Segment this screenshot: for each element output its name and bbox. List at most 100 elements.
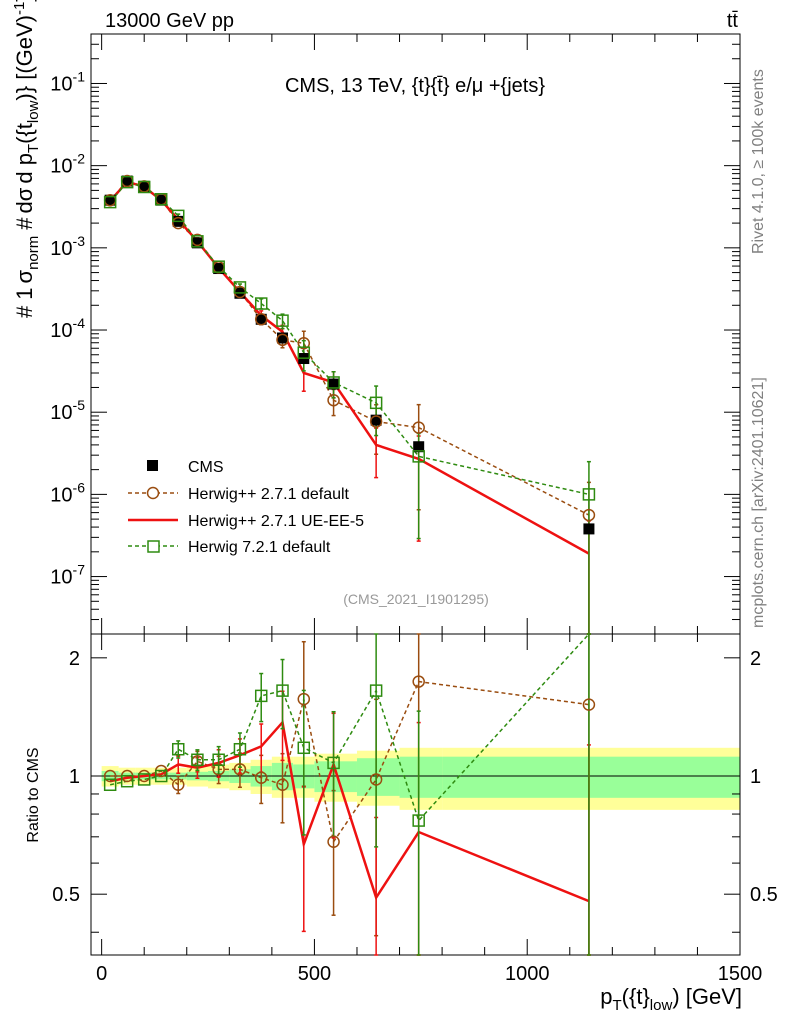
legend-label-herwig7: Herwig 7.2.1 default — [188, 539, 331, 556]
cms-point — [104, 194, 116, 206]
herwigpp-default-point — [369, 415, 383, 428]
ratio-plot: 0 500 1000 1500 0.5 0.5 1 1 2 2 — [52, 633, 778, 985]
y-tick-label: 10-3 — [50, 233, 85, 260]
herwig7-ratio-point — [212, 753, 225, 767]
y-tick-label: 10-1 — [50, 68, 85, 95]
herwig7-point — [191, 235, 204, 248]
cms-point — [191, 237, 203, 249]
herwigpp-default-ratio-point — [582, 698, 596, 711]
legend: CMS Herwig++ 2.7.1 default Herwig++ 2.7.… — [128, 459, 364, 556]
cms-point — [138, 180, 150, 192]
herwig7-point — [369, 396, 383, 410]
herwigpp-default-ratio-point — [254, 771, 268, 784]
ratio-tick-label: 1 — [69, 766, 80, 788]
herwigpp-default-ratio-point — [327, 835, 340, 849]
herwigpp-default-point — [412, 421, 425, 434]
herwigpp-default-point — [276, 333, 289, 347]
legend-marker-cms — [147, 460, 158, 471]
x-tick-label: 500 — [298, 963, 331, 985]
y-tick-label: 10-4 — [50, 315, 85, 342]
herwigpp-default-ratio-point — [297, 692, 311, 706]
herwig7-point — [297, 346, 311, 359]
cms-point — [413, 441, 425, 453]
series-line-main-2 — [109, 181, 590, 496]
y-axis-title: #1σnorm#dσd pT({tlow)} [(GeV)-1] — [11, 0, 42, 318]
herwig7-point — [412, 450, 425, 463]
herwig7-ratio-point — [276, 684, 289, 697]
ratio-band-stat — [314, 761, 357, 793]
watermark: (CMS_2021_I1901295) — [343, 591, 489, 607]
herwigpp-default-ratio-point — [276, 778, 289, 792]
herwig7-point — [154, 193, 168, 206]
cms-point — [277, 332, 289, 344]
ratio-tick-label: 2 — [69, 648, 80, 670]
rivet-label: Rivet 4.1.0, ≥ 100k events — [750, 69, 767, 254]
x-tick-label: 1000 — [505, 963, 550, 985]
ratio-tick-label-right: 2 — [750, 648, 761, 670]
herwig7-point — [171, 209, 185, 223]
herwigpp-default-ratio-point — [171, 778, 185, 792]
herwigpp-default-point — [582, 508, 596, 522]
cms-point — [155, 194, 167, 206]
herwigpp-default-ratio-point — [412, 675, 425, 688]
header-left: 13000 GeV pp — [105, 10, 234, 32]
ratio-axis-title: Ratio to CMS — [25, 747, 42, 842]
herwig7-ratio-point — [327, 756, 340, 770]
herwig7-point — [212, 260, 225, 273]
herwig7-point — [327, 376, 340, 389]
herwigpp-default-ratio-point — [103, 769, 117, 783]
y-tick-label: 10-7 — [50, 562, 85, 589]
cms-point — [370, 414, 382, 426]
herwigpp-default-ratio-point — [369, 773, 383, 786]
ratio-band-stat — [442, 756, 740, 798]
x-axis-title: pT({t}low) [GeV] — [600, 984, 742, 1014]
herwig7-ratio-point — [171, 742, 185, 756]
herwigpp-default-point — [297, 337, 311, 350]
cms-point — [328, 378, 340, 390]
main-plot: 10-7 10-6 10-5 10-4 10-3 10-2 10-1 — [50, 33, 741, 955]
herwig7-ratio-point — [120, 774, 134, 788]
herwigpp-default-ratio-point — [137, 769, 151, 783]
legend-marker-herwig7 — [147, 540, 160, 553]
herwig7-point — [276, 314, 289, 327]
ratio-band-stat — [399, 756, 443, 798]
herwig7-ratio-point — [233, 742, 247, 756]
herwig7-ratio-point — [137, 773, 151, 786]
herwig7-point — [254, 297, 268, 310]
legend-label-cms: CMS — [188, 459, 224, 476]
herwigpp-default-ratio-point — [233, 763, 247, 776]
herwig7-ratio-point — [103, 778, 117, 792]
legend-marker-herwigpp-default — [146, 486, 160, 500]
series-line-main-1 — [109, 180, 590, 555]
herwig7-point — [103, 195, 117, 209]
herwigpp-default-point — [254, 313, 268, 326]
mcplots-label: mcplots.cern.ch [arXiv:2401.10621] — [750, 377, 767, 628]
ratio-frame — [90, 633, 741, 956]
herwig7-ratio-point — [369, 684, 383, 697]
cms-point — [121, 175, 133, 187]
herwig7-ratio-point — [412, 814, 425, 827]
x-tick-label: 1500 — [718, 963, 763, 985]
herwig7-ratio-point — [254, 689, 268, 703]
ratio-band-stat — [356, 758, 400, 796]
y-tick-label: 10-2 — [50, 151, 85, 178]
herwig7-point — [120, 175, 134, 189]
x-tick-label: 0 — [96, 963, 107, 985]
ratio-tick-label-right: 0.5 — [750, 884, 778, 906]
y-tick-label: 10-6 — [50, 479, 85, 506]
cms-point — [583, 523, 595, 535]
herwigpp-default-point — [327, 393, 340, 407]
ratio-tick-label-right: 1 — [750, 766, 761, 788]
legend-label-herwigpp-default: Herwig++ 2.7.1 default — [188, 486, 350, 503]
herwig7-point — [582, 488, 596, 501]
series-line-main-0 — [109, 180, 590, 516]
ratio-tick-label: 0.5 — [52, 884, 80, 906]
herwig7-ratio-point — [154, 769, 168, 783]
herwig7-point — [137, 180, 151, 194]
chart-title: CMS, 13 TeV, {t}{t̄} e/μ +{jets} — [285, 75, 545, 97]
herwigpp-default-point — [171, 216, 185, 230]
y-tick-label: 10-5 — [50, 397, 85, 424]
cms-point — [213, 263, 225, 275]
herwig7-point — [233, 281, 247, 294]
